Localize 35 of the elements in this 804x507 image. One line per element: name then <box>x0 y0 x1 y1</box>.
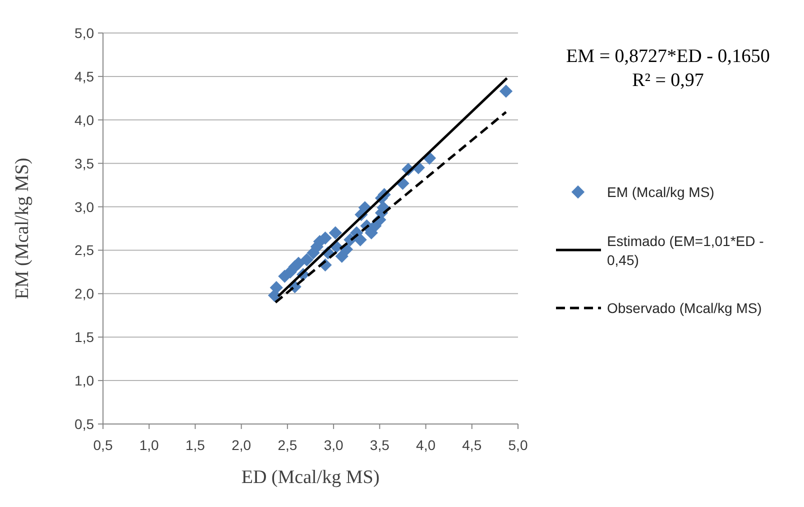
point <box>292 256 306 270</box>
x-tick-label: 1,5 <box>185 437 206 453</box>
y-tick-label: 5,0 <box>74 25 94 41</box>
point <box>318 231 332 245</box>
legend-label: Estimado (EM=1,01*ED - 0,45) <box>607 233 764 268</box>
x-tick-label: 4,0 <box>416 437 436 453</box>
point <box>335 250 348 263</box>
x-tick-label: 5,0 <box>508 437 528 453</box>
y-tick-label: 2,5 <box>74 242 94 258</box>
point <box>328 226 342 240</box>
point <box>270 281 283 294</box>
y-tick-label: 4,5 <box>74 68 94 84</box>
legend-label: Observado (Mcal/kg MS) <box>607 300 762 316</box>
x-tick-label: 3,5 <box>370 437 390 453</box>
x-tick-label: 3,0 <box>324 437 344 453</box>
point <box>300 253 314 266</box>
point <box>499 84 513 98</box>
text: R² = 0,97 <box>632 70 704 91</box>
legend-label: EM (Mcal/kg MS) <box>607 184 714 200</box>
x-tick-label: 1,0 <box>139 437 160 453</box>
x-axis-title: ED (Mcal/kg MS) <box>241 467 380 488</box>
y-tick-label: 2,0 <box>74 286 94 302</box>
x-tick-label: 2,0 <box>232 437 252 453</box>
y-tick-label: 0,5 <box>74 416 94 432</box>
y-tick-label: 4,0 <box>74 112 94 128</box>
y-tick-label: 1,5 <box>74 329 94 346</box>
y-tick-label: 3,5 <box>74 155 94 172</box>
y-tick-label: 3,0 <box>74 198 94 215</box>
x-tick-label: 0,5 <box>93 437 113 453</box>
y-axis-title: EM (Mcal/kg MS) <box>12 158 33 300</box>
point <box>354 233 367 246</box>
x-tick-label: 2,5 <box>278 437 298 453</box>
text: EM = 0,8727*ED - 0,1650 <box>566 46 770 67</box>
x-tick-label: 4,5 <box>462 437 482 453</box>
y-tick-label: 1,0 <box>74 372 94 389</box>
